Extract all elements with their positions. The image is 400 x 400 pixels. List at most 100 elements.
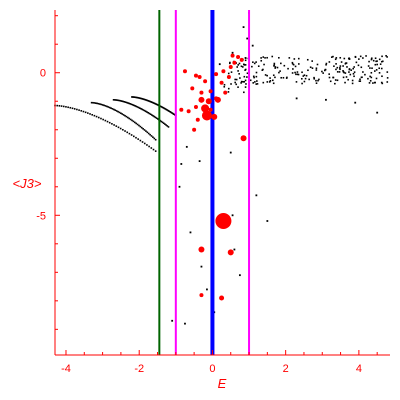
black-point (297, 57, 300, 60)
black-point (238, 73, 240, 75)
black-point (352, 72, 355, 75)
black-point (141, 108, 144, 111)
black-point (271, 79, 274, 82)
black-point (243, 91, 245, 94)
x-tick-label: 0 (209, 363, 215, 375)
black-point (103, 104, 105, 107)
black-point (84, 111, 87, 114)
black-point (133, 96, 136, 98)
red-point (193, 104, 198, 109)
black-point (274, 66, 277, 68)
red-point (201, 110, 212, 121)
black-point (305, 74, 308, 77)
red-point (228, 65, 233, 70)
black-point (235, 78, 238, 81)
black-point (101, 104, 104, 106)
black-point (111, 108, 114, 110)
black-point (185, 145, 188, 148)
black-point (160, 106, 163, 108)
black-point (251, 44, 254, 47)
black-point (153, 102, 155, 104)
black-point (234, 81, 236, 84)
black-point (115, 99, 117, 101)
red-point (211, 113, 218, 120)
black-point (218, 63, 221, 66)
black-point (329, 80, 332, 83)
black-point (302, 75, 305, 77)
black-point (293, 58, 296, 60)
black-point (374, 70, 376, 72)
vertical-lines-layer (158, 10, 251, 355)
black-point (143, 142, 146, 145)
black-point (150, 114, 153, 116)
black-point (124, 130, 126, 132)
black-point (146, 144, 148, 146)
black-point (272, 74, 275, 77)
red-point (214, 72, 219, 77)
black-point (370, 76, 373, 79)
black-point (97, 102, 100, 105)
black-point (97, 116, 100, 119)
black-point (91, 113, 94, 116)
black-point (139, 107, 141, 109)
black-point (352, 67, 354, 70)
red-point (226, 75, 231, 80)
black-point (274, 76, 276, 79)
black-point (150, 101, 152, 103)
black-point (153, 137, 156, 140)
black-point (138, 124, 140, 127)
red-point (198, 246, 205, 253)
black-point (273, 62, 276, 65)
black-point (255, 75, 258, 78)
black-point (146, 131, 149, 134)
black-point (246, 76, 248, 78)
black-point (229, 61, 231, 64)
black-point (371, 67, 373, 70)
black-point (381, 75, 383, 78)
black-point (136, 96, 139, 99)
black-point (343, 71, 345, 74)
black-point (108, 106, 111, 109)
black-point (350, 69, 353, 71)
black-point (131, 96, 133, 98)
black-point (149, 113, 152, 116)
black-point (315, 82, 318, 84)
black-point (136, 123, 139, 126)
black-point (142, 109, 145, 111)
black-point (260, 59, 263, 62)
black-point (230, 71, 233, 73)
black-point (297, 73, 300, 76)
black-point (240, 80, 243, 83)
black-point (256, 83, 259, 85)
black-point (368, 60, 370, 63)
black-point (374, 57, 377, 60)
black-point (206, 288, 208, 291)
black-point (96, 102, 98, 105)
black-point (244, 79, 247, 82)
black-point (162, 107, 165, 109)
black-point (115, 125, 118, 127)
black-point (143, 109, 146, 112)
black-point (165, 108, 168, 111)
black-point (369, 75, 371, 78)
black-point (317, 79, 319, 82)
black-point (60, 105, 63, 107)
black-point (130, 134, 133, 136)
black-point (344, 62, 347, 65)
black-point (370, 57, 373, 60)
black-point (346, 66, 348, 68)
black-point (311, 60, 313, 62)
black-point (147, 132, 150, 135)
black-point (325, 63, 327, 66)
black-point (340, 61, 343, 63)
black-point (271, 55, 274, 58)
red-point (198, 96, 205, 103)
black-point (362, 71, 364, 73)
black-point (328, 61, 331, 63)
black-point (269, 77, 271, 79)
black-point (376, 60, 378, 62)
black-point (370, 71, 373, 74)
black-point (129, 118, 132, 121)
black-point (385, 54, 387, 57)
black-point (380, 67, 383, 70)
